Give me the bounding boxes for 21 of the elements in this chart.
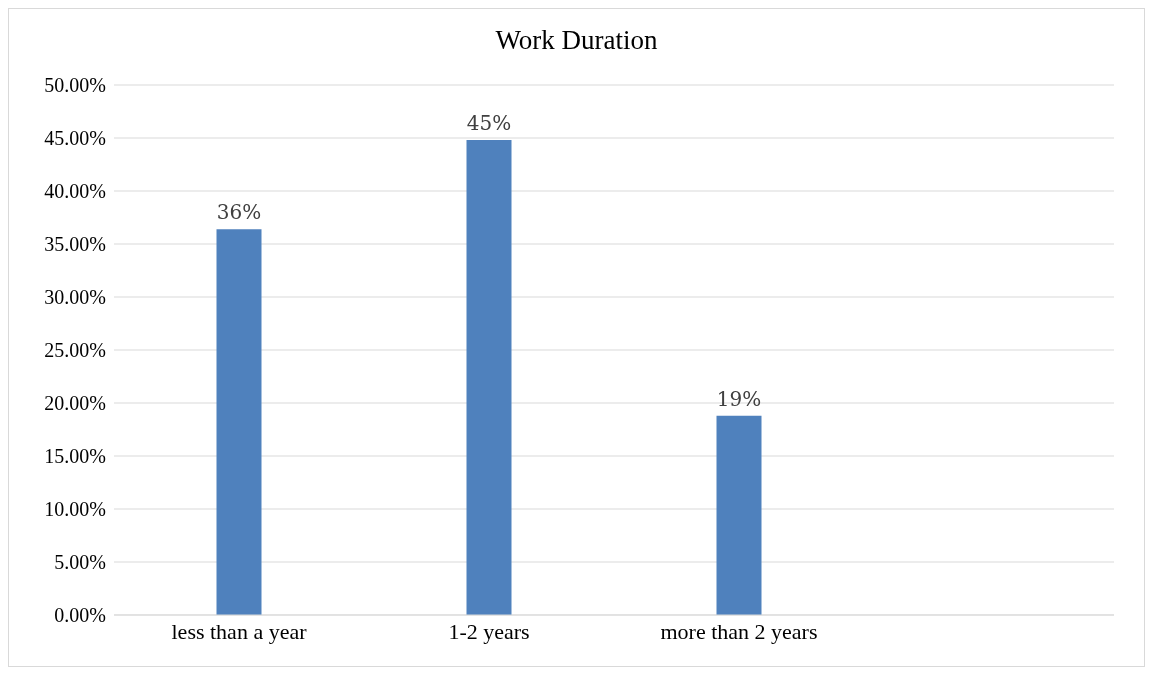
y-tick-label: 15.00% bbox=[44, 445, 106, 468]
x-tick-label: less than a year bbox=[171, 618, 308, 644]
y-tick-label: 0.00% bbox=[54, 604, 106, 627]
bar bbox=[216, 229, 262, 615]
y-tick-label: 30.00% bbox=[44, 286, 106, 309]
y-tick-label: 25.00% bbox=[44, 339, 106, 362]
y-tick-label: 45.00% bbox=[44, 127, 106, 150]
chart-title: Work Duration bbox=[494, 24, 659, 57]
data-label: 36% bbox=[216, 200, 262, 225]
y-tick-label: 35.00% bbox=[44, 233, 106, 256]
y-tick-label: 20.00% bbox=[44, 392, 106, 415]
y-tick-label: 10.00% bbox=[44, 498, 106, 521]
data-label: 19% bbox=[716, 386, 762, 411]
y-tick-label: 5.00% bbox=[54, 551, 106, 574]
bar bbox=[716, 415, 762, 615]
y-tick-label: 40.00% bbox=[44, 180, 106, 203]
x-tick-label: more than 2 years bbox=[660, 618, 818, 644]
y-tick-label: 50.00% bbox=[44, 74, 106, 97]
data-label: 45% bbox=[466, 111, 512, 136]
x-tick-label: 1-2 years bbox=[448, 618, 530, 644]
bar bbox=[466, 140, 512, 615]
